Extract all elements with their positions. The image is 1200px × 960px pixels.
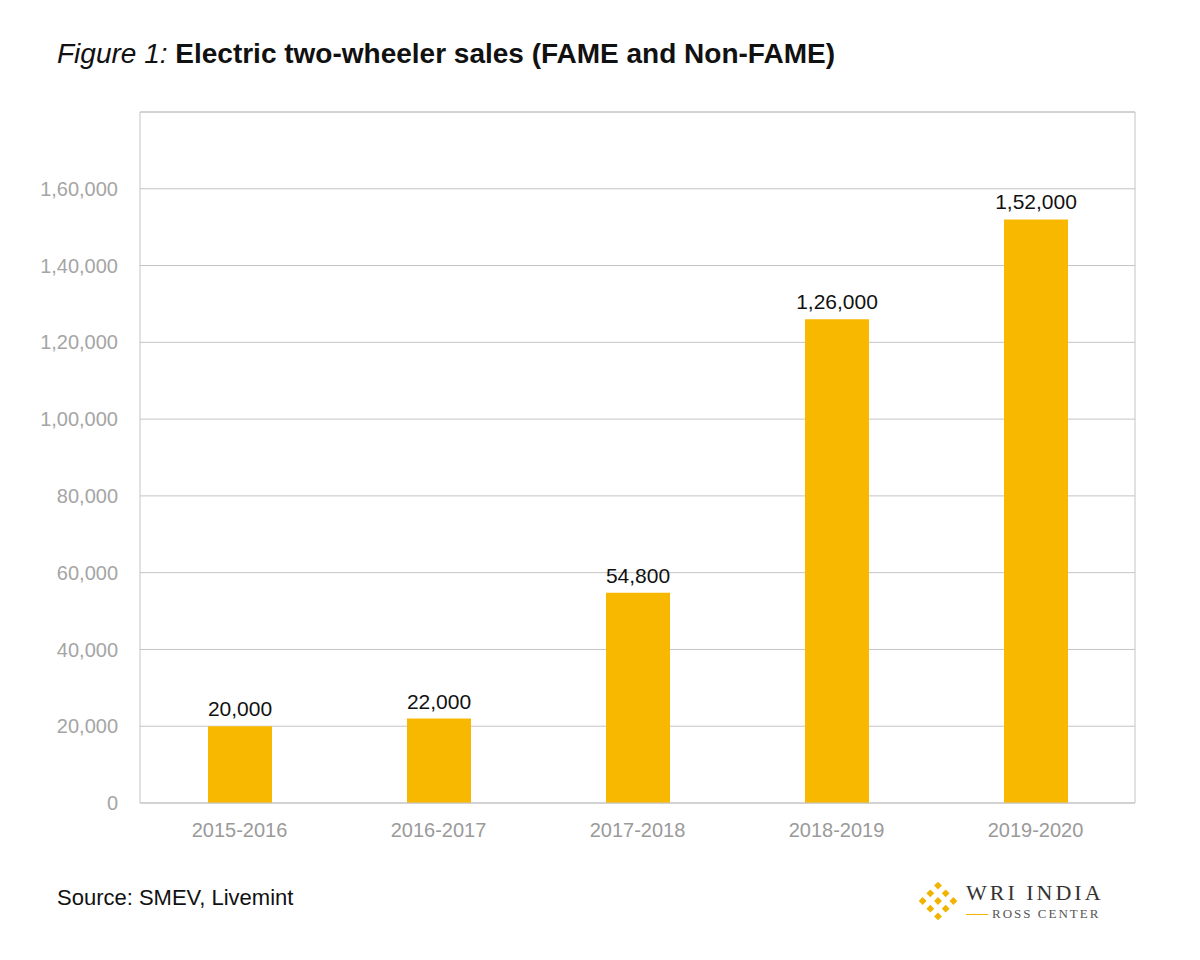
svg-text:1,40,000: 1,40,000 — [40, 255, 118, 277]
svg-text:2018-2019: 2018-2019 — [789, 819, 885, 841]
svg-text:2015-2016: 2015-2016 — [192, 819, 288, 841]
svg-text:2016-2017: 2016-2017 — [391, 819, 487, 841]
html-text:WRI INDIA: WRI INDIA — [966, 880, 1104, 905]
svg-text:20,000: 20,000 — [57, 715, 118, 737]
svg-text:1,60,000: 1,60,000 — [40, 178, 118, 200]
html-text:Figure 1: Electric two-wheeler: Figure 1: Electric two-wheeler sales (FA… — [57, 38, 835, 69]
svg-text:22,000: 22,000 — [407, 690, 471, 713]
html-text:ROSS CENTER: ROSS CENTER — [992, 906, 1101, 921]
svg-text:1,26,000: 1,26,000 — [796, 290, 878, 313]
svg-text:1,00,000: 1,00,000 — [40, 408, 118, 430]
svg-text:20,000: 20,000 — [208, 697, 272, 720]
svg-text:40,000: 40,000 — [57, 639, 118, 661]
svg-text:1,52,000: 1,52,000 — [995, 190, 1077, 213]
svg-text:2017-2018: 2017-2018 — [590, 819, 686, 841]
html-text:Source: SMEV, Livemint: Source: SMEV, Livemint — [57, 885, 294, 910]
svg-text:54,800: 54,800 — [606, 564, 670, 587]
svg-text:80,000: 80,000 — [57, 485, 118, 507]
svg-text:0: 0 — [107, 792, 118, 814]
svg-text:1,20,000: 1,20,000 — [40, 331, 118, 353]
svg-text:2019-2020: 2019-2020 — [988, 819, 1084, 841]
svg-text:60,000: 60,000 — [57, 562, 118, 584]
